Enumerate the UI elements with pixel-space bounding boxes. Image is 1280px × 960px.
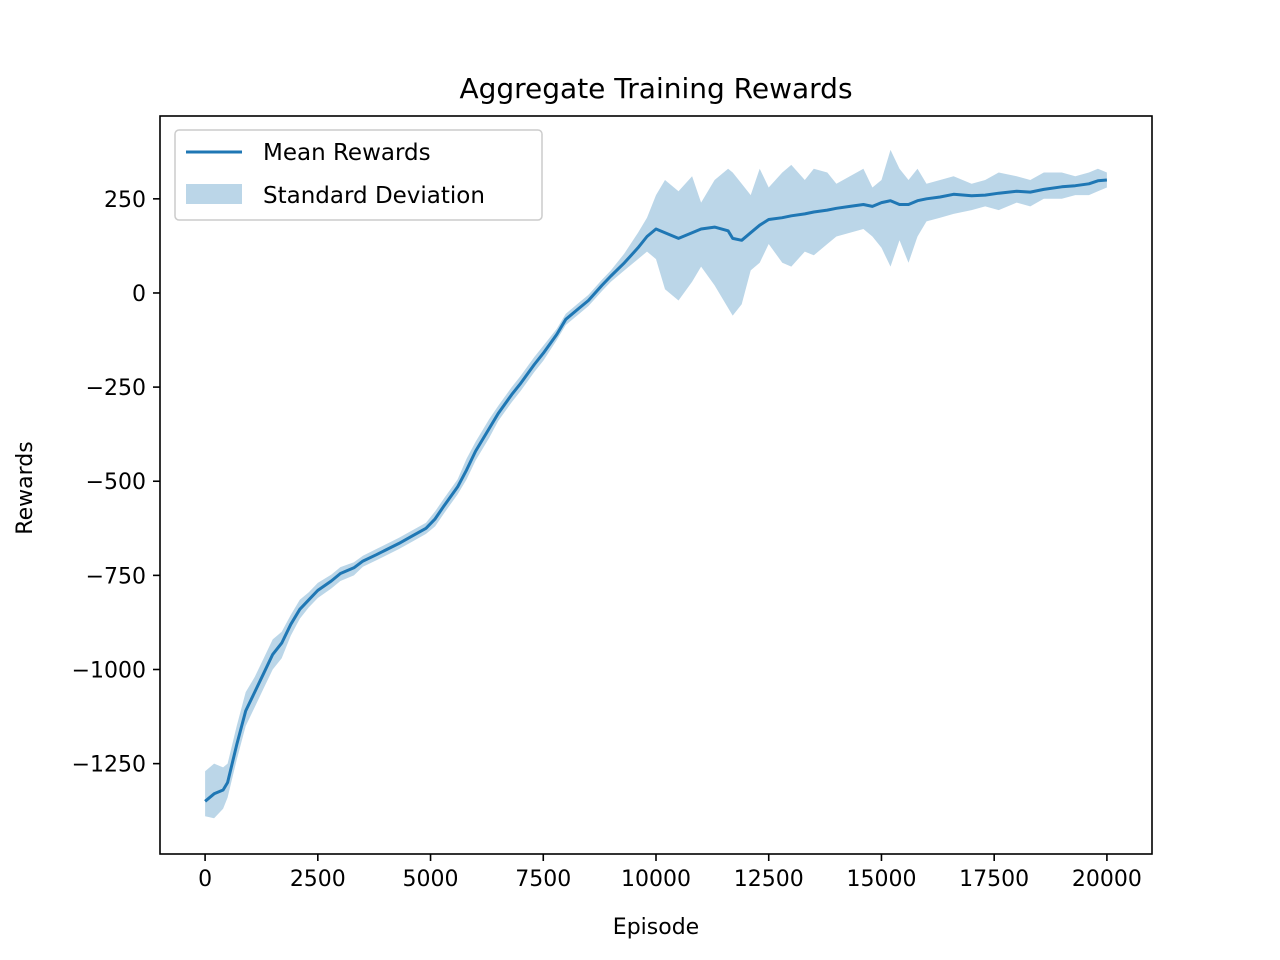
y-tick-label: −1000: [72, 659, 146, 684]
x-tick-label: 0: [198, 867, 212, 892]
legend: Mean Rewards Standard Deviation: [174, 129, 543, 221]
x-tick-label: 15000: [846, 867, 916, 892]
y-tick-label: 250: [104, 188, 146, 213]
legend-standard-deviation-swatch: [186, 184, 242, 204]
x-tick-label: 20000: [1072, 867, 1142, 892]
x-tick-label: 5000: [403, 867, 459, 892]
chart-title: Aggregate Training Rewards: [459, 72, 852, 105]
x-tick-label: 2500: [290, 867, 346, 892]
y-axis: 250 0 −250 −500 −750 −1000 −1250: [72, 188, 160, 778]
y-tick-label: −750: [86, 564, 146, 589]
legend-box: [174, 129, 543, 221]
y-tick-label: −1250: [72, 753, 146, 778]
y-axis-label: Rewards: [13, 441, 38, 534]
x-tick-label: 10000: [621, 867, 691, 892]
y-tick-label: 0: [132, 282, 146, 307]
x-tick-label: 7500: [515, 867, 571, 892]
y-tick-label: −500: [86, 470, 146, 495]
plot-area: [204, 149, 1108, 819]
legend-mean-rewards-label: Mean Rewards: [263, 140, 431, 166]
legend-standard-deviation-label: Standard Deviation: [263, 183, 485, 209]
x-tick-label: 17500: [959, 867, 1029, 892]
x-tick-label: 12500: [734, 867, 804, 892]
x-axis-label: Episode: [613, 915, 699, 940]
mean-rewards-line: [204, 178, 1108, 803]
x-axis: 0 2500 5000 7500 10000 12500 15000 17500 20000: [198, 854, 1142, 892]
y-tick-label: −250: [86, 376, 146, 401]
